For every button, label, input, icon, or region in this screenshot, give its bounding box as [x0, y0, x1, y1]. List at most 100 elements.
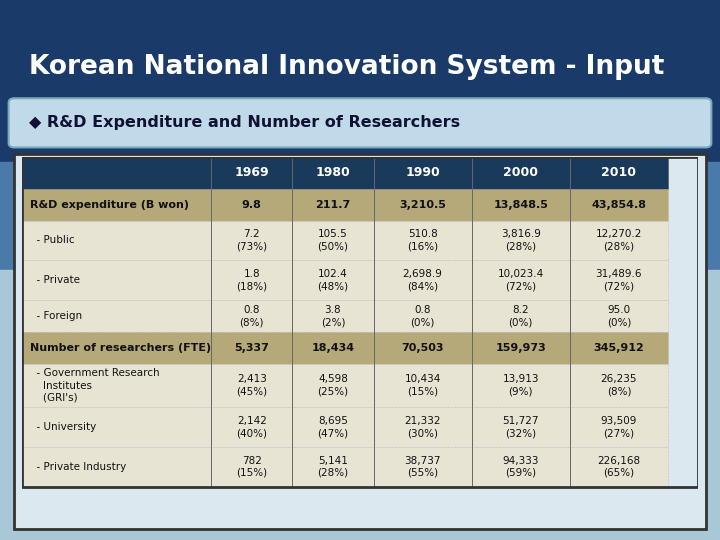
Bar [472, 189, 570, 221]
Text: 43,854.8: 43,854.8 [591, 200, 647, 210]
Bar [211, 447, 292, 487]
Text: 2,698.9
(84%): 2,698.9 (84%) [402, 269, 443, 291]
Text: 38,737
(55%): 38,737 (55%) [405, 456, 441, 478]
Text: 1969: 1969 [235, 166, 269, 179]
Bar [570, 364, 668, 407]
Bar [22, 407, 211, 447]
Text: 26,235
(8%): 26,235 (8%) [600, 374, 637, 397]
Text: 2,413
(45%): 2,413 (45%) [236, 374, 267, 397]
Bar [211, 332, 292, 364]
Bar [472, 447, 570, 487]
Bar [22, 332, 211, 364]
Text: - University: - University [30, 422, 96, 432]
Bar [570, 189, 668, 221]
Bar [22, 221, 211, 260]
Bar [374, 447, 472, 487]
Text: 5,141
(28%): 5,141 (28%) [318, 456, 348, 478]
Bar [374, 221, 472, 260]
Bar [22, 447, 211, 487]
Bar [374, 189, 472, 221]
Text: 21,332
(30%): 21,332 (30%) [405, 416, 441, 438]
Bar [472, 364, 570, 407]
Text: 345,912: 345,912 [593, 343, 644, 353]
Bar [292, 364, 374, 407]
Text: 159,973: 159,973 [495, 343, 546, 353]
Bar [570, 157, 668, 189]
Bar [374, 157, 472, 189]
Bar [22, 157, 698, 487]
Bar [22, 260, 211, 300]
Bar [292, 189, 374, 221]
Text: 8,695
(47%): 8,695 (47%) [318, 416, 348, 438]
Bar [22, 364, 211, 407]
Text: 7.2
(73%): 7.2 (73%) [236, 229, 267, 252]
Bar [292, 447, 374, 487]
Bar [374, 260, 472, 300]
Text: 70,503: 70,503 [401, 343, 444, 353]
Text: 226,168
(65%): 226,168 (65%) [598, 456, 640, 478]
Text: - Private Industry: - Private Industry [30, 462, 126, 472]
Bar [570, 260, 668, 300]
Text: 2,142
(40%): 2,142 (40%) [236, 416, 267, 438]
Text: - Government Research
    Institutes
    (GRI's): - Government Research Institutes (GRI's) [30, 368, 159, 403]
Text: 0.8
(0%): 0.8 (0%) [410, 305, 435, 327]
Text: 211.7: 211.7 [315, 200, 351, 210]
Bar [292, 332, 374, 364]
Text: Korean National Innovation System - Input: Korean National Innovation System - Inpu… [29, 55, 664, 80]
Bar [292, 300, 374, 332]
Bar [472, 300, 570, 332]
Text: 9.8: 9.8 [242, 200, 261, 210]
Text: 13,848.5: 13,848.5 [493, 200, 548, 210]
Text: 13,913
(9%): 13,913 (9%) [503, 374, 539, 397]
Bar [570, 332, 668, 364]
Bar [22, 300, 211, 332]
Bar [292, 221, 374, 260]
Bar [570, 221, 668, 260]
Bar [472, 221, 570, 260]
Bar [211, 300, 292, 332]
Text: 1990: 1990 [405, 166, 440, 179]
Text: 95.0
(0%): 95.0 (0%) [607, 305, 631, 327]
Text: 18,434: 18,434 [311, 343, 354, 353]
FancyBboxPatch shape [9, 98, 711, 147]
Bar [570, 447, 668, 487]
Text: 31,489.6
(72%): 31,489.6 (72%) [595, 269, 642, 291]
Text: 105.5
(50%): 105.5 (50%) [318, 229, 348, 252]
Bar [0, 270, 720, 540]
Text: 5,337: 5,337 [234, 343, 269, 353]
Text: 102.4
(48%): 102.4 (48%) [318, 269, 348, 291]
Text: 8.2
(0%): 8.2 (0%) [508, 305, 533, 327]
Bar [292, 260, 374, 300]
Text: - Foreign: - Foreign [30, 311, 82, 321]
Text: 3,816.9
(28%): 3,816.9 (28%) [501, 229, 541, 252]
Bar [570, 300, 668, 332]
Text: 10,023.4
(72%): 10,023.4 (72%) [498, 269, 544, 291]
Bar [22, 157, 211, 189]
Text: ◆ R&D Expenditure and Number of Researchers: ◆ R&D Expenditure and Number of Research… [29, 115, 460, 130]
Bar [374, 332, 472, 364]
Text: 10,434
(15%): 10,434 (15%) [405, 374, 441, 397]
Text: 782
(15%): 782 (15%) [236, 456, 267, 478]
Bar [211, 364, 292, 407]
Text: - Private: - Private [30, 275, 80, 285]
Bar [0, 162, 720, 270]
Text: 510.8
(16%): 510.8 (16%) [407, 229, 438, 252]
Bar [211, 157, 292, 189]
Bar [211, 260, 292, 300]
Bar [570, 407, 668, 447]
Text: - Public: - Public [30, 235, 74, 245]
Text: 4,598
(25%): 4,598 (25%) [318, 374, 348, 397]
Bar [0, 0, 720, 162]
Text: 51,727
(32%): 51,727 (32%) [503, 416, 539, 438]
Bar [211, 221, 292, 260]
Text: R&D expenditure (B won): R&D expenditure (B won) [30, 200, 189, 210]
Text: 0.8
(8%): 0.8 (8%) [240, 305, 264, 327]
Text: 3.8
(2%): 3.8 (2%) [320, 305, 345, 327]
Bar [472, 332, 570, 364]
Text: 12,270.2
(28%): 12,270.2 (28%) [595, 229, 642, 252]
Text: 1.8
(18%): 1.8 (18%) [236, 269, 267, 291]
Text: 93,509
(27%): 93,509 (27%) [600, 416, 637, 438]
Bar [374, 407, 472, 447]
Text: 94,333
(59%): 94,333 (59%) [503, 456, 539, 478]
Bar [211, 407, 292, 447]
